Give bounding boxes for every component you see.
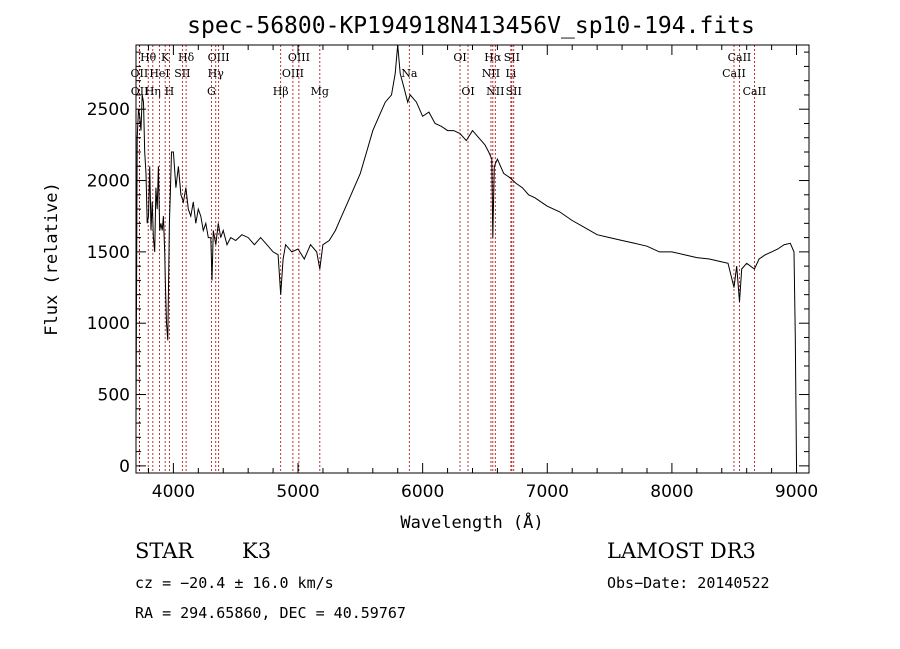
spectral-line-label: Na	[401, 67, 418, 80]
chart-title: spec-56800-KP194918N413456V_sp10-194.fit…	[187, 13, 755, 39]
spectral-line-label: Hη	[145, 85, 161, 98]
y-tick-label: 0	[119, 457, 130, 477]
spectral-line-label: OI	[453, 51, 466, 64]
y-tick-label: 2500	[87, 100, 130, 120]
x-tick-label: 7000	[526, 482, 569, 502]
y-tick-label: 2000	[87, 172, 130, 192]
spectral-line-label: NII	[482, 67, 500, 80]
spectral-line-label: Hα	[484, 51, 502, 64]
spectral-line-label: SII	[506, 85, 522, 98]
x-tick-label: 4000	[152, 482, 195, 502]
spectral-line-label: G	[207, 85, 216, 98]
spectral-line-label: SII	[504, 51, 520, 64]
observation-date: Obs−Date: 20140522	[607, 574, 770, 592]
spectral-line-label: Li	[505, 67, 516, 80]
x-tick-label: 6000	[401, 482, 444, 502]
y-tick-label: 1000	[87, 314, 130, 334]
y-axis: 0 500 1000 1500 2000 2500	[87, 51, 809, 477]
x-tick-label: 9000	[775, 482, 818, 502]
survey-name: LAMOST DR3	[607, 539, 756, 563]
spectral-line-label: SII	[174, 67, 190, 80]
spectral-line-label: CaII	[743, 85, 767, 98]
spectral-line-label: Mg	[311, 85, 329, 98]
spectral-line-label: HeI	[149, 67, 169, 80]
x-axis: 4000 5000 6000 7000 8000 9000	[147, 45, 818, 502]
spectrum-series-line	[135, 44, 797, 466]
x-tick-label: 8000	[650, 482, 693, 502]
spectral-line-label: NII	[486, 85, 504, 98]
x-tick-label: 5000	[276, 482, 319, 502]
spectral-line-label: CaII	[728, 51, 752, 64]
y-tick-label: 500	[98, 386, 130, 406]
spectral-line-label: OIII	[288, 51, 310, 64]
spectral-line-label: OII	[131, 85, 149, 98]
spectral-line-label: H	[165, 85, 175, 98]
x-axis-label: Wavelength (Å)	[400, 511, 543, 533]
spectral-line-label: OI	[461, 85, 474, 98]
spectral-line-label: Hθ	[140, 51, 157, 64]
spectral-line-label: Hδ	[178, 51, 195, 64]
spectral-line-label: Hβ	[273, 85, 289, 98]
spectral-line-label: CaII	[722, 67, 746, 80]
y-tick-label: 1500	[87, 243, 130, 263]
y-axis-label: Flux (relative)	[42, 182, 62, 336]
object-subclass: K3	[242, 539, 272, 563]
redshift-info: cz = −20.4 ± 16.0 km/s	[135, 574, 334, 592]
coordinates: RA = 294.65860, DEC = 40.59767	[135, 604, 406, 622]
spectral-line-label: K	[161, 51, 170, 64]
spectral-line-label: OIII	[208, 51, 230, 64]
object-class: STAR	[135, 539, 194, 563]
spectral-line-label: Hγ	[208, 67, 225, 80]
spectral-line-label: OIII	[282, 67, 304, 80]
